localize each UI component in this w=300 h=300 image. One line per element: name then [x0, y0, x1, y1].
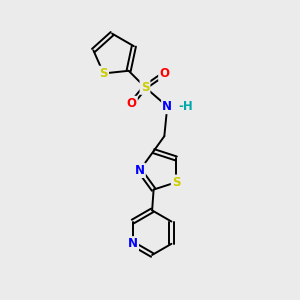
Text: -H: -H — [178, 100, 193, 113]
Text: S: S — [99, 67, 108, 80]
Text: S: S — [141, 81, 149, 94]
Text: N: N — [128, 237, 138, 250]
Text: S: S — [172, 176, 181, 189]
Text: O: O — [127, 97, 136, 110]
Text: N: N — [162, 100, 172, 113]
Text: N: N — [135, 164, 145, 177]
Text: O: O — [159, 67, 169, 80]
